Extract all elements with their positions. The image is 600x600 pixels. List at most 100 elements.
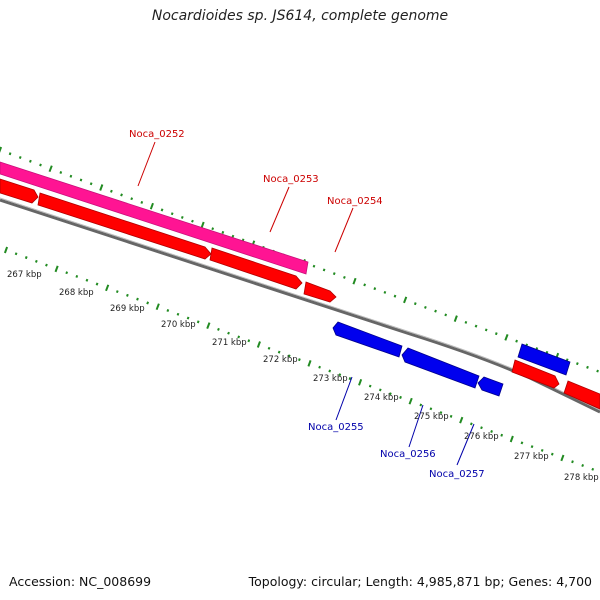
- gene-block[interactable]: [511, 359, 560, 389]
- scale-tick: [110, 189, 113, 193]
- scale-tick: [419, 403, 423, 407]
- scale-tick: [307, 360, 312, 367]
- scale-tick: [520, 441, 524, 445]
- gene-label-Noca_0255[interactable]: Noca_0255: [308, 422, 364, 433]
- scale-tick: [14, 252, 18, 256]
- gene-block-Noca_0256[interactable]: [401, 347, 480, 389]
- gene-block[interactable]: [0, 178, 39, 204]
- scale-tick: [85, 278, 89, 282]
- scale-tick: [126, 293, 129, 297]
- scale-tick: [393, 294, 397, 298]
- scale-tick: [500, 433, 504, 437]
- scale-tick: [322, 268, 326, 272]
- scale-tick: [312, 264, 316, 268]
- scale-tick: [39, 163, 42, 167]
- scale-tick: [3, 246, 9, 254]
- scale-tick: [146, 301, 150, 305]
- scale-tick: [368, 384, 372, 388]
- scale-tick: [75, 274, 79, 278]
- gene-label-Noca_0257[interactable]: Noca_0257: [429, 469, 485, 480]
- kbp-label: 267 kbp: [7, 270, 42, 280]
- scale-tick: [352, 277, 357, 285]
- kbp-label: 273 kbp: [313, 374, 348, 384]
- outer-tick-track: [0, 146, 599, 373]
- scale-tick: [318, 365, 321, 369]
- gene-block[interactable]: [517, 343, 571, 376]
- scale-tick: [140, 200, 144, 204]
- kbp-label: 276 kbp: [464, 432, 499, 442]
- scale-tick: [287, 354, 291, 358]
- scale-tick: [575, 362, 579, 366]
- scale-tick: [247, 339, 251, 343]
- leader-line-Noca_0257: [456, 423, 475, 466]
- scale-tick: [403, 296, 408, 304]
- kbp-label: 277 kbp: [514, 452, 549, 462]
- gene-block[interactable]: [563, 380, 600, 410]
- scale-tick: [338, 373, 342, 377]
- scale-tick: [105, 284, 110, 292]
- gene-label-Noca_0254[interactable]: Noca_0254: [327, 196, 383, 207]
- gene-block-Noca_0255[interactable]: [332, 321, 403, 358]
- gene-block-Noca_0252[interactable]: [37, 192, 212, 260]
- scale-tick: [99, 184, 104, 191]
- scale-tick: [191, 219, 194, 223]
- scale-tick: [24, 256, 28, 260]
- scale-tick: [494, 332, 498, 336]
- scale-tick: [89, 182, 93, 186]
- scale-tick: [8, 152, 12, 156]
- scale-tick: [298, 358, 301, 362]
- gene-block-Noca_0254[interactable]: [303, 281, 337, 303]
- gene-label-Noca_0252[interactable]: Noca_0252: [129, 129, 185, 140]
- gene-label-Noca_0256[interactable]: Noca_0256: [380, 449, 436, 460]
- map-title: Nocardioides sp. JS614, complete genome: [151, 8, 449, 24]
- scale-tick: [166, 309, 170, 312]
- scale-tick: [217, 327, 220, 331]
- scale-tick: [444, 313, 448, 317]
- scale-tick: [449, 414, 453, 418]
- scale-tick: [453, 315, 458, 322]
- scale-tick: [343, 275, 346, 279]
- scale-tick: [59, 171, 63, 174]
- scale-tick: [586, 365, 589, 369]
- scale-tick: [65, 271, 69, 275]
- scale-tick: [48, 165, 53, 173]
- scale-tick: [474, 324, 478, 328]
- scale-tick: [434, 309, 437, 313]
- scale-tick: [363, 283, 367, 287]
- scale-tick: [54, 265, 59, 273]
- scale-tick: [211, 227, 215, 231]
- scale-tick: [509, 435, 514, 443]
- scale-tick: [277, 350, 281, 354]
- scale-tick: [480, 426, 483, 430]
- kbp-label: 272 kbp: [263, 355, 298, 365]
- scale-tick: [0, 146, 3, 153]
- kbp-label: 275 kbp: [414, 412, 449, 422]
- gene-block-Noca_0253[interactable]: [209, 247, 303, 290]
- leader-line-Noca_0252: [137, 141, 156, 187]
- scale-tick: [256, 341, 261, 348]
- rna-feature-Noca_0252[interactable]: [0, 161, 309, 275]
- scale-tick: [424, 305, 427, 309]
- scale-tick: [186, 316, 190, 320]
- scale-tick: [332, 272, 336, 276]
- scale-tick: [149, 202, 154, 210]
- scale-tick: [389, 392, 392, 396]
- kbp-scale-labels: 267 kbp 268 kbp 269 kbp 270 kbp 271 kbp …: [7, 270, 599, 483]
- gene-label-Noca_0253[interactable]: Noca_0253: [263, 174, 319, 185]
- scale-tick: [413, 302, 417, 306]
- scale-tick: [200, 221, 205, 229]
- scale-tick: [79, 178, 83, 182]
- gene-block-Noca_0257[interactable]: [477, 376, 504, 397]
- scale-tick: [95, 282, 99, 286]
- scale-tick: [464, 320, 468, 324]
- genome-backbone: [0, 198, 600, 414]
- scale-tick: [34, 259, 38, 263]
- scale-tick: [170, 212, 174, 216]
- scale-tick: [571, 460, 574, 464]
- inner-tick-track: [3, 246, 595, 471]
- scale-tick: [237, 335, 241, 339]
- scale-tick: [596, 369, 599, 373]
- scale-tick: [399, 395, 402, 399]
